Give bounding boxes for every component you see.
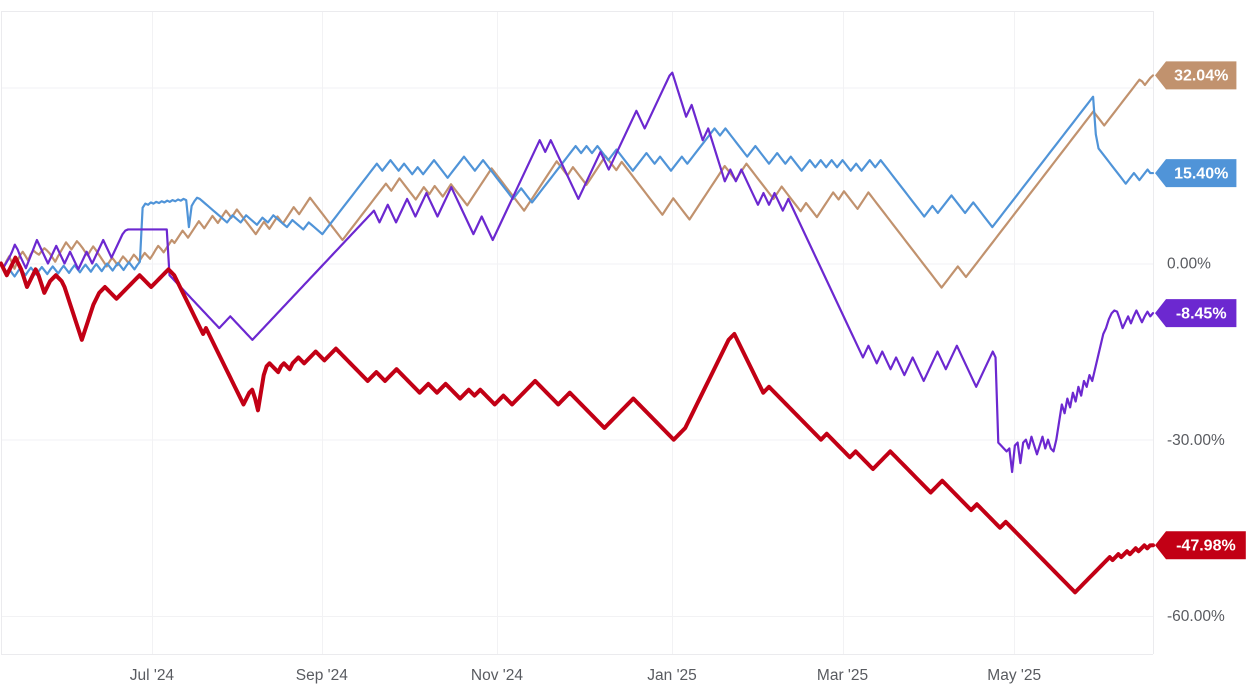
flag-shape: [1155, 531, 1246, 560]
flag-tan: 32.04%: [1155, 61, 1237, 90]
y-axis-labels: 0.00% -30.00% -60.00%: [1167, 256, 1225, 625]
flag-label: -8.45%: [1176, 305, 1227, 322]
y-tick-label: -30.00%: [1167, 432, 1225, 449]
line-series-red: [0, 255, 1155, 595]
gridlines: [1, 11, 1154, 655]
x-tick-label: Mar '25: [817, 667, 868, 684]
flag-shape: [1155, 61, 1237, 90]
flag-label: -47.98%: [1176, 537, 1236, 554]
flag-label: 15.40%: [1174, 165, 1228, 182]
line-series-blue: [0, 95, 1155, 278]
x-axis-labels: Jul '24 Sep '24 Nov '24 Jan '25 Mar '25 May '…: [130, 667, 1041, 684]
value-flags: 32.04% 15.40% -8.45% -47.98%: [1155, 61, 1246, 560]
flag-red: -47.98%: [1155, 531, 1246, 560]
flag-shape: [1155, 299, 1237, 328]
flag-purple: -8.45%: [1155, 299, 1237, 328]
series-lines: [0, 71, 1155, 595]
flag-shape: [1155, 159, 1237, 188]
line-series-tan: [0, 74, 1155, 289]
flag-blue: 15.40%: [1155, 159, 1237, 188]
line-series-purple: [0, 71, 1155, 474]
x-tick-label: Nov '24: [471, 667, 523, 684]
x-tick-label: May '25: [987, 667, 1041, 684]
x-tick-label: Jan '25: [647, 667, 697, 684]
y-tick-label: 0.00%: [1167, 256, 1211, 273]
x-tick-label: Sep '24: [296, 667, 348, 684]
x-tick-label: Jul '24: [130, 667, 175, 684]
flag-label: 32.04%: [1174, 68, 1228, 85]
y-tick-label: -60.00%: [1167, 608, 1225, 625]
